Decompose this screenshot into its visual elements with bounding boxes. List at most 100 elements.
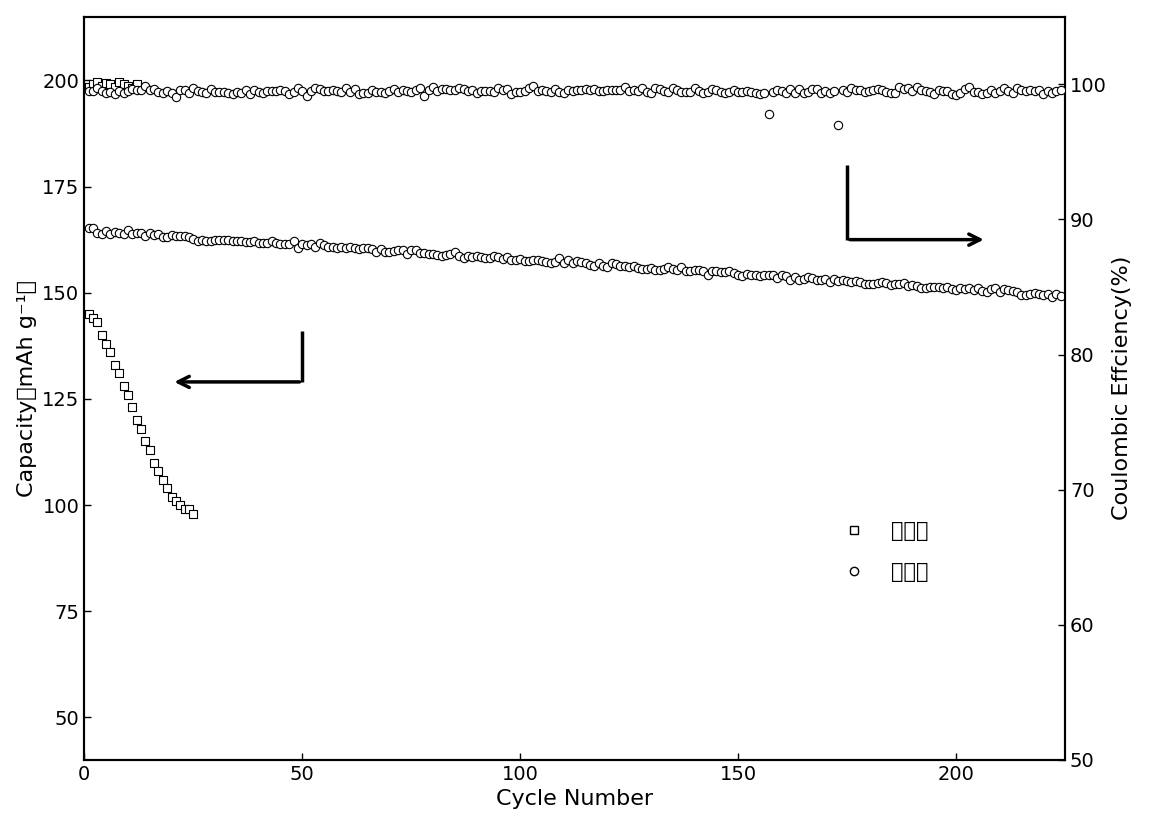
修饰后 [502, 254, 520, 267]
Point [106, 80, 124, 93]
修饰后 [681, 265, 700, 278]
Point [115, 78, 133, 91]
修饰后 [825, 273, 843, 286]
修饰后 [642, 261, 661, 274]
Point [310, 82, 329, 95]
Point [820, 87, 839, 100]
Point [939, 84, 957, 97]
修饰后 [249, 236, 268, 249]
修饰后 [538, 255, 556, 268]
Point [280, 88, 299, 101]
修饰后 [646, 263, 664, 277]
修饰后 [833, 273, 851, 286]
Point [855, 86, 873, 99]
Point [468, 86, 486, 99]
修饰后 [424, 248, 442, 261]
修饰后 [1030, 287, 1048, 301]
修饰后 [668, 263, 686, 276]
修饰后 [519, 254, 538, 268]
Point [276, 84, 294, 97]
修饰后 [920, 280, 939, 293]
Point [132, 83, 151, 97]
修饰后 [851, 276, 870, 289]
修饰后 [341, 240, 360, 254]
修饰后 [1012, 288, 1031, 301]
Point [777, 86, 795, 99]
Point [441, 83, 460, 97]
修饰后 [476, 252, 494, 265]
Point [769, 84, 787, 97]
Point [568, 83, 586, 97]
Point [794, 87, 812, 100]
修饰后 [546, 256, 564, 269]
修饰后 [791, 273, 809, 287]
修饰后 [349, 242, 368, 255]
修饰后 [223, 234, 241, 247]
Point [725, 83, 743, 97]
修饰前 [162, 490, 180, 503]
Point [816, 84, 834, 97]
修饰后 [463, 250, 481, 263]
修饰后 [176, 230, 194, 243]
修饰后 [820, 275, 839, 288]
Point [137, 79, 155, 93]
修饰后 [454, 251, 472, 264]
Point [241, 87, 260, 100]
修饰前 [157, 482, 176, 495]
修饰后 [516, 254, 534, 268]
Point [995, 82, 1013, 95]
Point [88, 75, 107, 88]
修饰后 [930, 281, 948, 294]
修饰后 [267, 236, 285, 249]
Point [803, 83, 822, 96]
修饰后 [157, 230, 176, 244]
修饰后 [429, 249, 447, 262]
修饰前 [115, 380, 133, 393]
修饰后 [577, 256, 595, 269]
修饰后 [310, 236, 329, 249]
Point [498, 83, 516, 96]
修饰后 [633, 263, 651, 276]
Point [84, 78, 102, 91]
Point [572, 83, 591, 97]
修饰后 [847, 274, 865, 287]
Point [385, 83, 403, 96]
Point [219, 86, 238, 99]
修饰后 [677, 265, 695, 278]
修饰后 [602, 257, 620, 270]
修饰后 [685, 263, 703, 276]
Point [538, 85, 556, 98]
Point [650, 83, 669, 96]
Point [398, 84, 416, 97]
Point [555, 87, 573, 100]
Legend: 修饰前, 修饰后: 修饰前, 修饰后 [825, 513, 936, 591]
修饰后 [101, 227, 119, 240]
Point [415, 90, 433, 103]
修饰后 [912, 282, 931, 295]
Y-axis label: Capacity（mAh g⁻¹）: Capacity（mAh g⁻¹） [17, 280, 37, 496]
修饰前 [97, 337, 115, 350]
Point [703, 82, 722, 95]
Point [694, 87, 712, 100]
修饰前 [184, 507, 202, 520]
Point [93, 79, 111, 93]
修饰后 [650, 263, 669, 276]
修饰后 [437, 248, 455, 261]
修饰后 [259, 236, 277, 249]
Point [176, 83, 194, 97]
修饰后 [764, 268, 782, 282]
修饰后 [733, 269, 751, 282]
修饰前 [154, 473, 172, 487]
Point [337, 81, 355, 94]
Point [733, 86, 751, 99]
Point [327, 85, 346, 98]
修饰后 [327, 241, 346, 254]
Point [123, 82, 141, 95]
Point [864, 83, 882, 97]
修饰后 [864, 278, 882, 291]
Point [838, 86, 856, 99]
修饰后 [346, 241, 364, 254]
Point [624, 83, 642, 97]
修饰后 [689, 263, 708, 276]
Point [969, 85, 987, 98]
